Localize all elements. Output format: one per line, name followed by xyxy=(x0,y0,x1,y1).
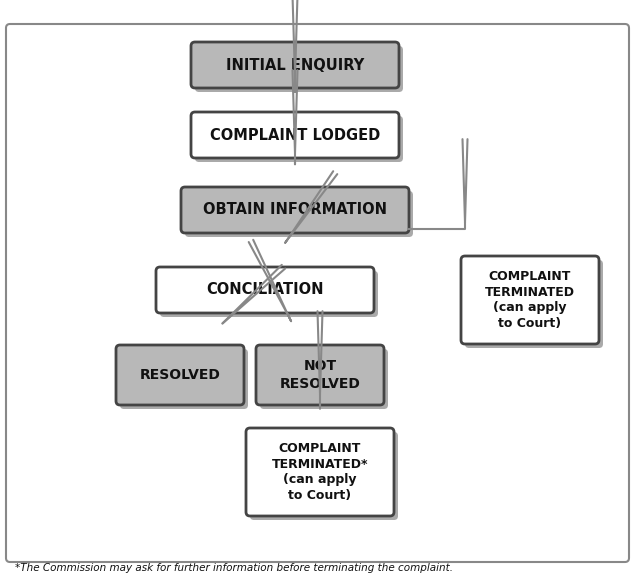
FancyBboxPatch shape xyxy=(465,260,603,348)
FancyBboxPatch shape xyxy=(191,42,399,88)
Text: NOT
RESOLVED: NOT RESOLVED xyxy=(279,359,360,391)
FancyBboxPatch shape xyxy=(256,345,384,405)
FancyBboxPatch shape xyxy=(195,116,403,162)
FancyBboxPatch shape xyxy=(191,112,399,158)
FancyBboxPatch shape xyxy=(160,271,378,317)
Text: CONCILIATION: CONCILIATION xyxy=(206,283,324,297)
Text: COMPLAINT LODGED: COMPLAINT LODGED xyxy=(210,127,380,142)
Text: COMPLAINT
TERMINATED
(can apply
to Court): COMPLAINT TERMINATED (can apply to Court… xyxy=(485,269,575,331)
FancyBboxPatch shape xyxy=(6,24,629,562)
FancyBboxPatch shape xyxy=(120,349,248,409)
Text: OBTAIN INFORMATION: OBTAIN INFORMATION xyxy=(203,203,387,217)
FancyBboxPatch shape xyxy=(246,428,394,516)
FancyBboxPatch shape xyxy=(195,46,403,92)
FancyBboxPatch shape xyxy=(181,187,409,233)
FancyBboxPatch shape xyxy=(260,349,388,409)
FancyBboxPatch shape xyxy=(461,256,599,344)
Text: RESOLVED: RESOLVED xyxy=(140,368,221,382)
FancyBboxPatch shape xyxy=(156,267,374,313)
Text: INITIAL ENQUIRY: INITIAL ENQUIRY xyxy=(226,57,364,72)
Text: *The Commission may ask for further information before terminating the complaint: *The Commission may ask for further info… xyxy=(15,563,453,573)
Text: COMPLAINT
TERMINATED*
(can apply
to Court): COMPLAINT TERMINATED* (can apply to Cour… xyxy=(272,442,368,502)
FancyBboxPatch shape xyxy=(185,191,413,237)
FancyBboxPatch shape xyxy=(116,345,244,405)
FancyBboxPatch shape xyxy=(250,432,398,520)
